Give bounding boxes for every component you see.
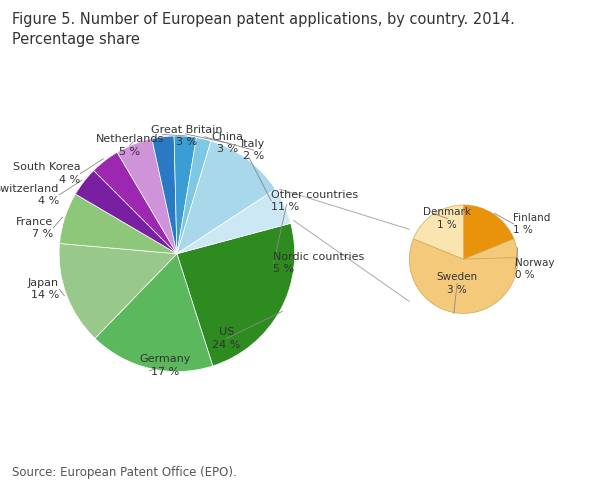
Text: Great Britain
3 %: Great Britain 3 % — [151, 125, 222, 147]
Wedge shape — [95, 254, 213, 371]
Wedge shape — [76, 170, 177, 254]
Text: Switzerland
4 %: Switzerland 4 % — [0, 183, 59, 206]
Text: Italy
2 %: Italy 2 % — [242, 139, 265, 162]
Text: Netherlands
5 %: Netherlands 5 % — [96, 134, 164, 157]
Wedge shape — [177, 189, 291, 254]
Wedge shape — [93, 152, 177, 254]
Text: Finland
1 %: Finland 1 % — [514, 213, 551, 235]
Wedge shape — [414, 205, 464, 259]
Wedge shape — [464, 205, 514, 259]
Wedge shape — [409, 239, 518, 313]
Text: Source: European Patent Office (EPO).: Source: European Patent Office (EPO). — [12, 466, 237, 479]
Wedge shape — [117, 139, 177, 254]
Wedge shape — [177, 141, 276, 254]
Text: Sweden
3 %: Sweden 3 % — [437, 272, 478, 295]
Text: Figure 5. Number of European patent applications, by country. 2014.
Percentage s: Figure 5. Number of European patent appl… — [12, 12, 515, 47]
Text: US
24 %: US 24 % — [212, 327, 240, 350]
Text: Denmark
1 %: Denmark 1 % — [423, 207, 472, 230]
Wedge shape — [464, 239, 518, 259]
Text: South Korea
4 %: South Korea 4 % — [13, 163, 81, 185]
Wedge shape — [59, 244, 177, 338]
Wedge shape — [177, 138, 211, 254]
Text: Norway
0 %: Norway 0 % — [515, 258, 554, 280]
Wedge shape — [60, 194, 177, 254]
Text: Japan
14 %: Japan 14 % — [28, 278, 59, 300]
Text: France
7 %: France 7 % — [16, 217, 53, 239]
Text: Nordic countries
5 %: Nordic countries 5 % — [273, 252, 365, 274]
Wedge shape — [177, 224, 295, 366]
Text: Germany
17 %: Germany 17 % — [140, 354, 191, 377]
Text: Other countries
11 %: Other countries 11 % — [271, 189, 358, 212]
Text: China
3 %: China 3 % — [212, 132, 243, 154]
Wedge shape — [174, 136, 196, 254]
Wedge shape — [152, 136, 177, 254]
